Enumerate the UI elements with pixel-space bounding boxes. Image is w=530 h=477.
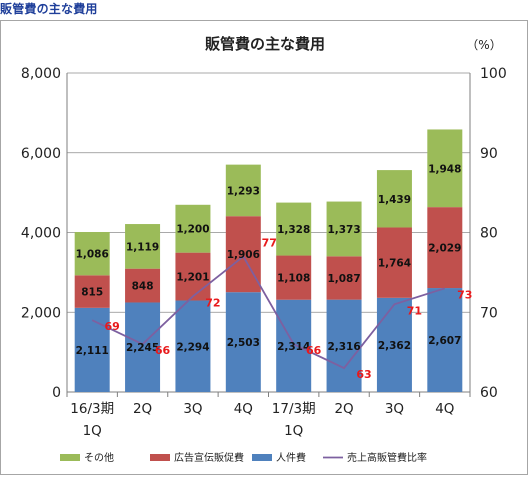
bar-value-label: 1,087 [327, 273, 360, 285]
legend: その他 広告宣伝販促費 人件費 売上高販管費比率 [60, 451, 427, 464]
ratio-value-label: 77 [262, 236, 277, 249]
x-tick-label: 4Q [234, 401, 253, 417]
bar-value-label: 2,029 [428, 243, 461, 255]
page-heading: 販管費の主な費用 [0, 2, 98, 16]
y-left-tick-label: 2,000 [21, 305, 61, 321]
bar-value-label: 1,086 [76, 249, 109, 261]
bar-value-label: 1,948 [428, 163, 461, 175]
bar-value-label: 1,119 [126, 241, 159, 253]
y-right-tick-label: 100 [480, 66, 507, 82]
bar-value-label: 2,111 [76, 345, 109, 357]
bar-value-label: 1,906 [227, 249, 260, 261]
bar-segment [74, 232, 110, 276]
bar-segment [74, 307, 110, 392]
axes: 0 2,000 4,000 6,000 8,000 60 70 80 90 100 16/3期 1Q 2… [21, 66, 507, 439]
ratio-value-label: 71 [407, 304, 422, 317]
bar-segment [225, 164, 261, 217]
y-left-tick-label: 8,000 [21, 66, 61, 82]
chart-title: 販管費の主な費用 [205, 35, 325, 53]
legend-label: 人件費 [276, 451, 306, 464]
bar-segment [276, 255, 312, 300]
x-tick-label: 2Q [133, 401, 152, 417]
bar-value-label: 2,314 [277, 341, 310, 353]
bar-segment [225, 292, 261, 392]
bar-value-label: 848 [132, 281, 154, 293]
legend-label: 広告宣伝販促費 [174, 451, 244, 464]
bars [74, 129, 463, 392]
legend-item: 広告宣伝販促費 [150, 451, 244, 464]
bar-value-label: 1,373 [327, 224, 360, 236]
legend-swatch [252, 454, 272, 461]
bar-segment [74, 275, 110, 308]
y-right-tick-label: 90 [480, 146, 498, 162]
bar-value-label: 2,607 [428, 335, 461, 347]
data-labels: 2,111 815 1,086 2,245 848 1,119 2,294 1,201 1,20… [76, 163, 473, 381]
x-tick-label: 3Q [385, 401, 404, 417]
y-left-tick-label: 0 [52, 385, 61, 401]
bar-value-label: 1,439 [378, 194, 411, 206]
ratio-value-label: 69 [105, 320, 120, 333]
x-tick-label: 3Q [183, 401, 202, 417]
ratio-line [91, 255, 446, 370]
bar-segment [175, 204, 211, 253]
bar-value-label: 2,362 [378, 340, 411, 352]
bar-segment [175, 300, 211, 392]
y-right-tick-label: 60 [480, 385, 498, 401]
bar-segment [175, 252, 211, 301]
bar-value-label: 2,503 [227, 337, 260, 349]
legend-item: 売上高販管費比率 [323, 451, 427, 464]
legend-item: その他 [60, 451, 114, 464]
bar-value-label: 2,316 [327, 341, 360, 353]
ratio-value-label: 66 [155, 344, 171, 357]
x-tick-label: 1Q [284, 423, 303, 439]
bar-value-label: 815 [81, 287, 103, 299]
bar-value-label: 1,201 [176, 272, 209, 284]
x-tick-label: 2Q [334, 401, 353, 417]
bar-segment [376, 170, 412, 228]
bar-segment [125, 224, 161, 269]
ratio-value-label: 72 [205, 296, 220, 309]
legend-label: その他 [84, 451, 114, 464]
bar-segment [376, 227, 412, 298]
x-tick-label: 1Q [83, 423, 102, 439]
legend-label: 売上高販管費比率 [347, 451, 427, 464]
bar-value-label: 2,294 [176, 341, 209, 353]
ratio-value-label: 63 [356, 368, 371, 381]
bar-segment [427, 288, 463, 392]
bar-segment [427, 129, 463, 208]
x-tick-label: 17/3期 [272, 401, 316, 417]
bar-segment [376, 297, 412, 392]
bar-value-label: 1,108 [277, 273, 310, 285]
ratio-line-path [91, 255, 446, 370]
bar-value-label: 1,764 [378, 258, 411, 270]
x-tick-label: 16/3期 [70, 401, 114, 417]
bar-segment [326, 256, 362, 300]
y-left-tick-label: 4,000 [21, 226, 61, 242]
y-left-tick-label: 6,000 [21, 146, 61, 162]
bar-segment [125, 268, 161, 303]
x-tick-label: 4Q [435, 401, 454, 417]
bar-value-label: 1,200 [176, 224, 209, 236]
bar-segment [427, 207, 463, 289]
legend-swatch [150, 454, 170, 461]
right-axis-unit: （%） [466, 38, 501, 52]
bar-segment [276, 299, 312, 392]
bar-segment [125, 302, 161, 392]
y-right-tick-label: 70 [480, 305, 498, 321]
bar-segment [225, 216, 261, 293]
ratio-value-label: 73 [457, 288, 472, 301]
y-right-tick-label: 80 [480, 226, 498, 242]
bar-value-label: 1,293 [227, 185, 260, 197]
legend-item: 人件費 [252, 451, 306, 464]
bar-segment [326, 299, 362, 392]
bar-value-label: 2,245 [126, 342, 159, 354]
bar-value-label: 1,328 [277, 224, 310, 236]
bar-segment [276, 202, 312, 256]
bar-segment [326, 201, 362, 257]
ratio-value-label: 66 [306, 344, 322, 357]
legend-swatch [60, 454, 80, 461]
